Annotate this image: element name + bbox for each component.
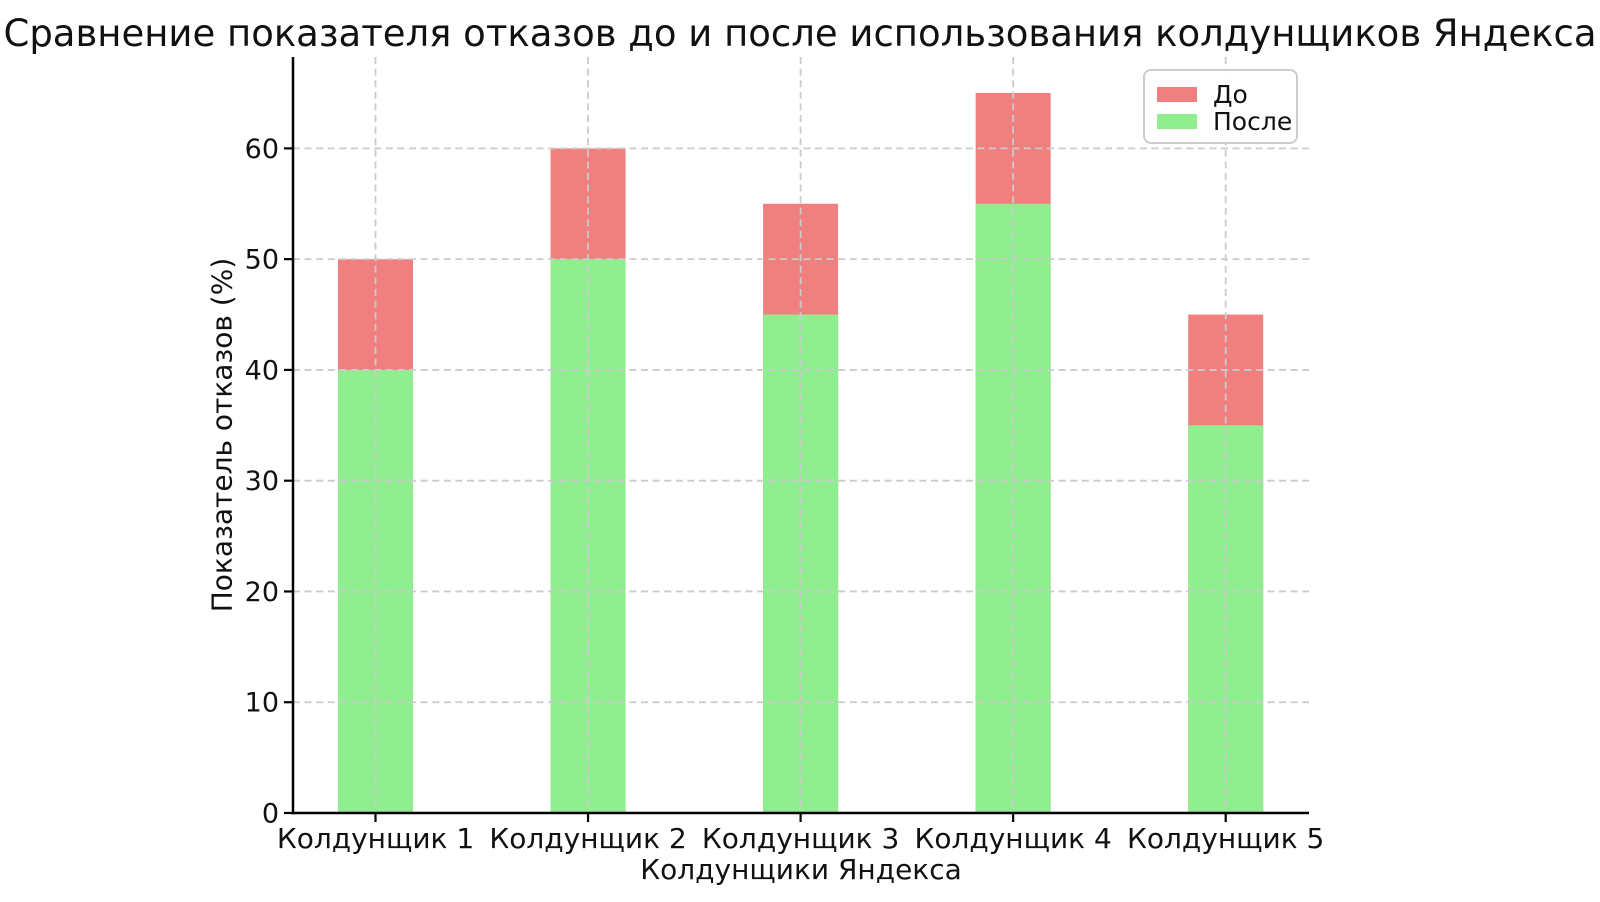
- legend: До После: [1143, 69, 1298, 144]
- x-tick-label-2: Колдунщик 2: [489, 822, 686, 855]
- y-tick-label-20: 20: [245, 577, 279, 608]
- legend-swatch-before: [1157, 86, 1197, 102]
- legend-label-before: До: [1213, 79, 1248, 109]
- y-tick-label-10: 10: [245, 688, 279, 719]
- legend-item-after: После: [1157, 108, 1292, 134]
- y-tick-label-0: 0: [262, 799, 279, 830]
- x-tick-label-4: Колдунщик 4: [914, 822, 1111, 855]
- y-tick-label-40: 40: [245, 355, 279, 386]
- chart-title: Сравнение показателя отказов до и после …: [3, 12, 1597, 55]
- x-tick-label-3: Колдунщик 3: [702, 822, 899, 855]
- y-tick-label-30: 30: [245, 466, 279, 497]
- x-tick-label-5: Колдунщик 5: [1127, 822, 1324, 855]
- legend-swatch-after: [1157, 113, 1197, 129]
- legend-item-before: До: [1157, 81, 1286, 107]
- y-axis-label: Показатель отказов (%): [205, 257, 239, 613]
- x-axis-label: Колдунщики Яндекса: [640, 853, 962, 886]
- bar-after-3: [763, 314, 839, 813]
- y-tick-label-50: 50: [245, 245, 279, 276]
- x-tick-label-1: Колдунщик 1: [277, 822, 474, 855]
- legend-label-after: После: [1213, 106, 1293, 136]
- y-tick-label-60: 60: [245, 134, 279, 165]
